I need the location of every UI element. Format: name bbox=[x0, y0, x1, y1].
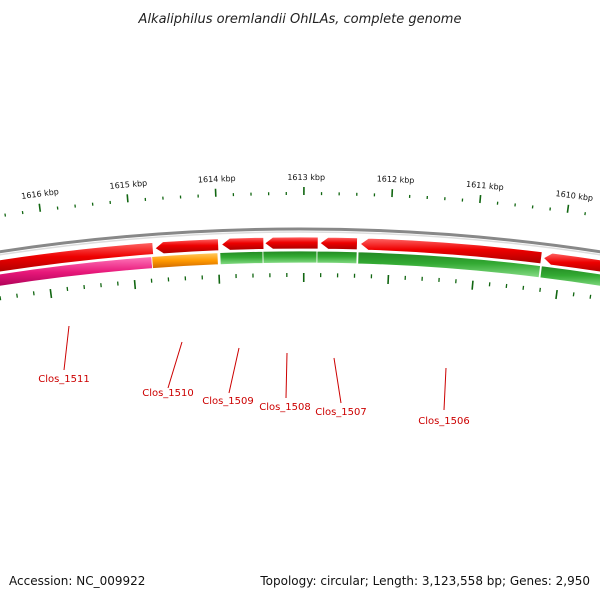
cds-feature-forward[interactable] bbox=[359, 237, 543, 265]
backbone-inner bbox=[0, 231, 600, 256]
gene-label[interactable]: Clos_1510 bbox=[142, 388, 194, 399]
map-title: Alkaliphilus oremlandii OhILAs, complete… bbox=[138, 12, 462, 27]
lower-minor-tick bbox=[539, 287, 541, 292]
cds-feature-forward[interactable] bbox=[542, 252, 600, 274]
gene-leader-line bbox=[167, 341, 183, 389]
gene-leader-line bbox=[285, 352, 288, 399]
lower-minor-tick bbox=[0, 296, 2, 301]
gene-label[interactable]: Clos_1507 bbox=[315, 407, 367, 418]
lower-minor-tick bbox=[16, 293, 18, 298]
lower-major-tick bbox=[49, 288, 53, 299]
gene-leader-line bbox=[333, 357, 342, 404]
gene-leader-line bbox=[228, 347, 240, 394]
scale-kbp-label: 1610 kbp bbox=[555, 189, 594, 203]
gene-label[interactable]: Clos_1506 bbox=[418, 416, 470, 427]
lower-major-tick bbox=[555, 289, 558, 300]
lower-minor-tick bbox=[32, 291, 35, 296]
gene-label[interactable]: Clos_1508 bbox=[259, 402, 311, 413]
gene-feature-clos-1510[interactable] bbox=[151, 252, 219, 269]
gene-leader-line bbox=[443, 367, 447, 411]
gene-leader-line bbox=[63, 325, 70, 371]
lower-major-tick bbox=[471, 280, 474, 290]
gene-feature-clos-1507[interactable] bbox=[316, 250, 358, 265]
scale-ticks-top bbox=[4, 186, 586, 217]
cds-feature-forward[interactable] bbox=[319, 236, 358, 251]
gene-labels: Clos_1511 Clos_1510 Clos_1509 Clos_1508 Clos… bbox=[38, 325, 470, 427]
gene-feature-clos-1509[interactable] bbox=[219, 250, 264, 266]
lower-major-tick bbox=[133, 279, 137, 290]
reverse-strand-track bbox=[0, 250, 600, 288]
scale-ticks-bottom bbox=[0, 272, 592, 301]
scale-major-tick bbox=[126, 194, 129, 203]
scale-kbp-label: 1613 kbp bbox=[287, 173, 325, 182]
topology-summary: Topology: circular; Length: 3,123,558 bp… bbox=[260, 574, 590, 588]
scale-kbp-label: 1615 kbp bbox=[109, 179, 147, 191]
cds-feature-forward[interactable] bbox=[264, 236, 319, 250]
gene-label[interactable]: Clos_1509 bbox=[202, 396, 254, 407]
scale-kbp-label: 1611 kbp bbox=[466, 180, 504, 192]
gene-feature-clos-1508[interactable] bbox=[262, 250, 318, 264]
gene-label[interactable]: Clos_1511 bbox=[38, 374, 90, 385]
cds-feature-forward[interactable] bbox=[220, 236, 265, 251]
scale-labels: 1616 kbp 1615 kbp 1614 kbp 1613 kbp 1612 kbp… bbox=[21, 173, 594, 203]
scale-kbp-label: 1614 kbp bbox=[198, 174, 236, 185]
scale-kbp-label: 1616 kbp bbox=[21, 187, 60, 201]
scale-major-tick bbox=[479, 194, 482, 204]
gene-feature-clos-1506[interactable] bbox=[357, 251, 541, 279]
cds-feature-forward[interactable] bbox=[0, 242, 154, 273]
lower-minor-tick bbox=[572, 292, 575, 297]
cds-feature-forward[interactable] bbox=[154, 238, 220, 255]
gene-feature-clos-1506[interactable] bbox=[539, 265, 600, 288]
backbone-track bbox=[0, 227, 600, 256]
backbone-outer bbox=[0, 227, 600, 254]
lower-minor-tick bbox=[589, 294, 592, 299]
scale-kbp-label: 1612 kbp bbox=[376, 174, 414, 185]
accession-text: Accession: NC_009922 bbox=[9, 574, 146, 588]
scale-major-tick bbox=[38, 203, 42, 212]
forward-strand-track bbox=[0, 236, 600, 274]
scale-major-tick bbox=[566, 204, 570, 213]
